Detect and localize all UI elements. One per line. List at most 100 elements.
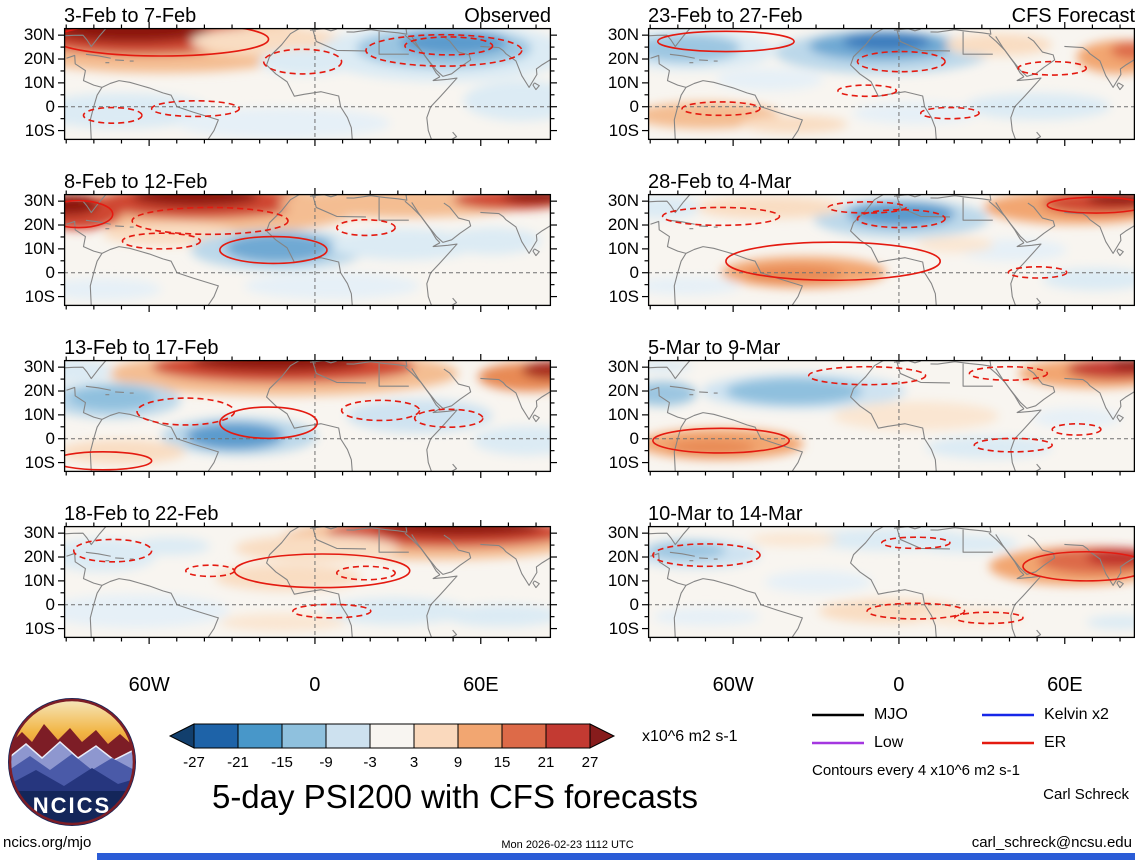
panel-header: 3-Feb to 7-Feb Observed [0, 2, 551, 28]
lat-tick-label: 10N [607, 570, 639, 590]
lat-tick-label: 30N [23, 357, 55, 377]
map-canvas [642, 354, 1135, 478]
panel-5-mar-to-9-mar: 5-Mar to 9-Mar 30N 20N 10N 0 10S [551, 334, 1135, 478]
panel-header: 10-Mar to 14-Mar [551, 500, 1135, 526]
lat-tick-label: 20N [23, 49, 55, 69]
legend-line-mjo [812, 713, 864, 717]
map-canvas [58, 354, 557, 478]
panel-header: 8-Feb to 12-Feb [0, 168, 551, 194]
panel-body: 30N 20N 10N 0 10S [551, 188, 1135, 312]
legend-item-mjo: MJO [812, 706, 982, 724]
lat-tick-label: 20N [23, 547, 55, 567]
svg-text:15: 15 [494, 754, 511, 771]
legend-line-er [982, 741, 1034, 745]
panel-title: 10-Mar to 14-Mar [648, 503, 803, 525]
panel-title: 18-Feb to 22-Feb [64, 503, 219, 525]
lat-axis-labels: 30N 20N 10N 0 10S [0, 191, 64, 306]
ncics-logo: NCICS [6, 696, 138, 828]
lon-tick-label: 60E [463, 674, 499, 696]
lat-tick-label: 0 [45, 262, 55, 282]
panel-header: 5-Mar to 9-Mar [551, 334, 1135, 360]
svg-text:21: 21 [538, 754, 555, 771]
lat-tick-label: 20N [607, 547, 639, 567]
map-canvas [642, 188, 1135, 312]
colorbar-units: x10^6 m2 s-1 [642, 728, 738, 745]
legend-item-kelvin-x2: Kelvin x2 [982, 706, 1135, 724]
panel-title: 13-Feb to 17-Feb [64, 337, 219, 359]
panel-23-feb-to-27-feb: 23-Feb to 27-Feb CFS Forecast 30N 20N 10N 0 10… [551, 2, 1135, 146]
lat-tick-label: 0 [45, 594, 55, 614]
ncics-logo-icon: NCICS [8, 698, 136, 826]
lat-tick-label: 10N [607, 238, 639, 258]
legend-label: Kelvin x2 [1044, 706, 1109, 723]
legend-item-er: ER [982, 734, 1135, 752]
lat-tick-label: 10S [24, 618, 55, 638]
legend-line-kelvin-x2 [982, 713, 1034, 717]
svg-text:-3: -3 [363, 754, 376, 771]
svg-text:9: 9 [454, 754, 462, 771]
panel-8-feb-to-12-feb: 8-Feb to 12-Feb 30N 20N 10N 0 10S [0, 168, 557, 312]
lat-tick-label: 30N [23, 191, 55, 211]
map-canvas [58, 520, 557, 644]
contour-note: Contours every 4 x10^6 m2 s-1 [812, 762, 1020, 779]
figure-title: 5-day PSI200 with CFS forecasts [211, 778, 699, 815]
lat-tick-label: 30N [607, 191, 639, 211]
lat-tick-label: 30N [23, 523, 55, 543]
map-canvas [642, 520, 1135, 644]
lat-tick-label: 20N [23, 381, 55, 401]
svg-text:-15: -15 [271, 754, 293, 771]
panel-body: 30N 20N 10N 0 10S [551, 22, 1135, 146]
lat-tick-label: 0 [45, 96, 55, 116]
lon-axis-labels: 60W 0 60E [648, 666, 1135, 700]
lat-tick-label: 0 [629, 96, 639, 116]
credit-text: Carl Schreck [1043, 786, 1129, 803]
panel-header: 18-Feb to 22-Feb [0, 500, 551, 526]
map-canvas [58, 188, 557, 312]
lat-tick-label: 10N [607, 72, 639, 92]
lat-axis-labels: 30N 20N 10N 0 10S [551, 357, 648, 472]
column-header-observed: Observed [464, 5, 551, 27]
svg-text:3: 3 [410, 754, 418, 771]
lat-tick-label: 10N [23, 238, 55, 258]
panel-body: 30N 20N 10N 0 10S [551, 520, 1135, 644]
lat-tick-label: 0 [45, 428, 55, 448]
panel-body: 30N 20N 10N 0 10S [0, 22, 557, 146]
panel-title: 28-Feb to 4-Mar [648, 171, 792, 193]
panel-title: 23-Feb to 27-Feb [648, 5, 803, 27]
colorbar: -27 -21 -15 -9 -3 3 9 15 21 27 [168, 723, 616, 771]
footer: NCICS -27 -21 -15 -9 -3 3 9 15 21 27 x10^6 m2 s-1… [0, 698, 1135, 860]
lat-tick-label: 10S [24, 452, 55, 472]
panel-title: 5-Mar to 9-Mar [648, 337, 781, 359]
legend-label: MJO [874, 706, 908, 723]
lat-axis-labels: 30N 20N 10N 0 10S [0, 25, 64, 140]
lat-axis-labels: 30N 20N 10N 0 10S [0, 523, 64, 638]
lat-tick-label: 10S [608, 618, 639, 638]
panel-title: 8-Feb to 12-Feb [64, 171, 208, 193]
site-link[interactable]: ncics.org/mjo [3, 834, 92, 851]
lat-tick-label: 10N [23, 570, 55, 590]
lat-tick-label: 30N [23, 25, 55, 45]
lat-axis-labels: 30N 20N 10N 0 10S [551, 191, 648, 306]
lat-tick-label: 30N [607, 357, 639, 377]
lat-tick-label: 10S [608, 452, 639, 472]
ncics-logo-text: NCICS [33, 793, 111, 818]
lat-tick-label: 10S [608, 120, 639, 140]
plot-grid: 3-Feb to 7-Feb Observed 30N 20N 10N 0 10S 8-Feb… [0, 2, 1135, 700]
lat-tick-label: 20N [607, 215, 639, 235]
legend-item-low: Low [812, 734, 982, 752]
column-cfs-forecast: 23-Feb to 27-Feb CFS Forecast 30N 20N 10N 0 10… [551, 2, 1135, 700]
lat-axis-labels: 30N 20N 10N 0 10S [551, 523, 648, 638]
email-link[interactable]: carl_schreck@ncsu.edu [971, 834, 1132, 851]
accent-bar [97, 853, 1135, 860]
lat-tick-label: 10S [608, 286, 639, 306]
panel-title: 3-Feb to 7-Feb [64, 5, 197, 27]
legend-label: Low [874, 734, 904, 751]
lon-tick-label: 0 [309, 674, 321, 696]
map-canvas [642, 22, 1135, 146]
lat-tick-label: 10S [24, 120, 55, 140]
panel-3-feb-to-7-feb: 3-Feb to 7-Feb Observed 30N 20N 10N 0 10S [0, 2, 557, 146]
map-canvas [58, 22, 557, 146]
panel-header: 13-Feb to 17-Feb [0, 334, 551, 360]
column-observed: 3-Feb to 7-Feb Observed 30N 20N 10N 0 10S 8-Feb… [0, 2, 557, 700]
lat-tick-label: 0 [629, 428, 639, 448]
